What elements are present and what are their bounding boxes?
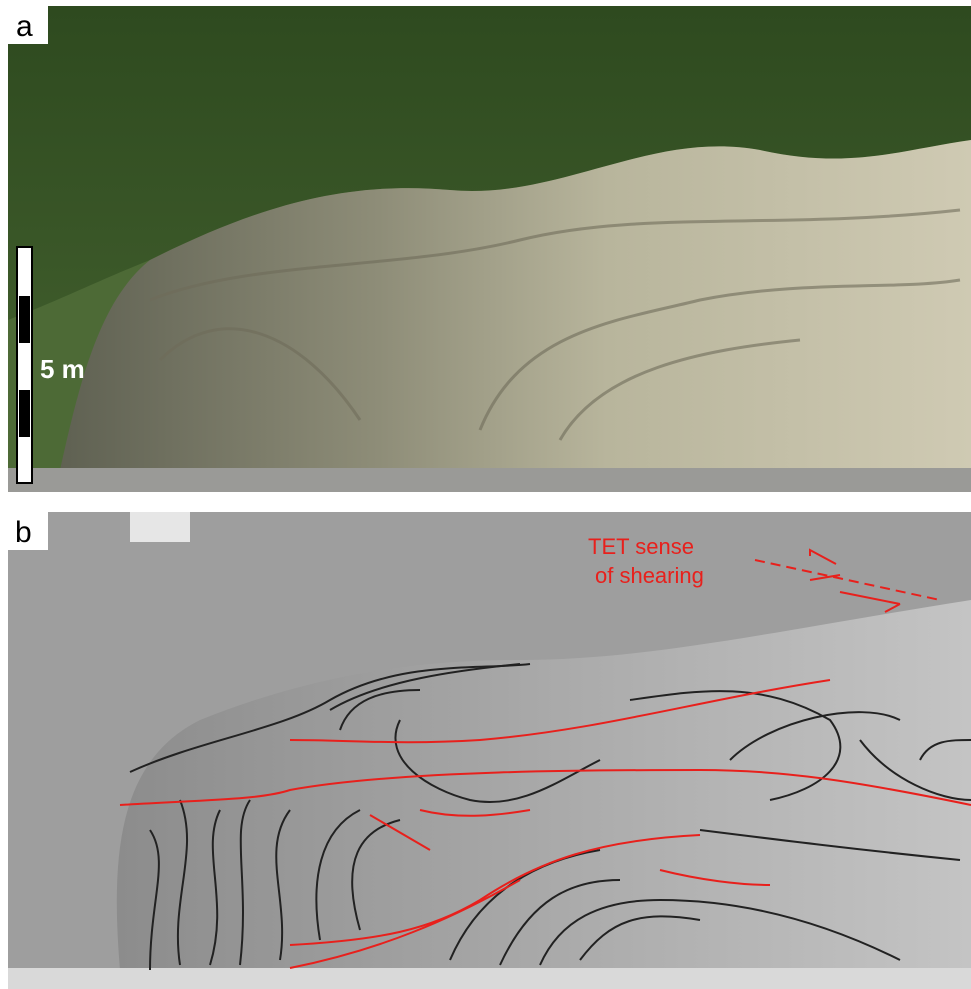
road-gray <box>8 968 971 989</box>
panel-label: a <box>16 10 33 43</box>
scale-label: 5 m <box>40 354 85 384</box>
panel-label: b <box>15 516 32 549</box>
panel-a: a 5 m <box>8 6 971 492</box>
annotation-line: of shearing <box>595 563 704 588</box>
panel-b: b TET sense of shearing <box>8 512 971 989</box>
road <box>8 468 971 492</box>
figure: a 5 m <box>0 0 971 989</box>
scale-bar <box>17 247 32 483</box>
annotation-line: TET sense <box>588 534 694 559</box>
